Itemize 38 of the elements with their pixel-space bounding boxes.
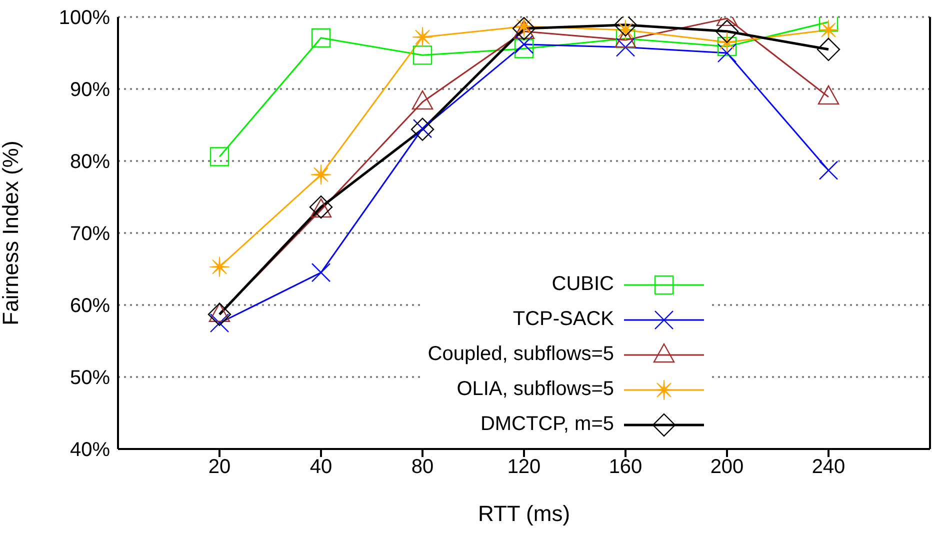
point (310, 164, 332, 186)
y-axis-title: Fairness Index (%) (0, 140, 23, 326)
point (311, 263, 331, 282)
y-tick-label: 60% (70, 295, 110, 318)
point (210, 147, 230, 166)
point (818, 160, 838, 180)
x-tick-label: 120 (507, 456, 541, 478)
point (209, 256, 230, 278)
point (616, 38, 636, 57)
point (514, 39, 534, 58)
y-tick-label: 100% (58, 7, 110, 30)
x-tick-label: 240 (812, 456, 846, 478)
x-axis-title: RTT (ms) (478, 501, 570, 526)
legend-label: DMCTCP, m=5 (480, 413, 614, 436)
point (717, 36, 737, 56)
y-tick-label: 50% (70, 367, 110, 390)
y-tick-label: 40% (70, 439, 110, 462)
x-tick-label: 20 (208, 456, 231, 478)
point (412, 46, 432, 65)
x-tick-label: 160 (608, 456, 642, 478)
legend-label: CUBIC (552, 273, 614, 296)
point (715, 20, 739, 43)
x-tick-label: 200 (710, 456, 744, 478)
point (514, 34, 534, 54)
point (208, 302, 232, 326)
x-tick-label: 80 (411, 456, 434, 478)
y-tick-label: 80% (70, 151, 110, 174)
legend-label: OLIA, subflows=5 (456, 378, 614, 401)
point (717, 43, 737, 63)
legend-label: TCP-SACK (512, 308, 614, 331)
y-tick-label: 90% (70, 79, 110, 102)
point (818, 20, 839, 40)
point (816, 38, 840, 61)
x-tick-label: 40 (310, 456, 332, 478)
point (412, 26, 433, 48)
legend-label: Coupled, subflows=5 (428, 343, 614, 366)
y-tick-label: 70% (70, 223, 110, 246)
point (311, 28, 331, 48)
